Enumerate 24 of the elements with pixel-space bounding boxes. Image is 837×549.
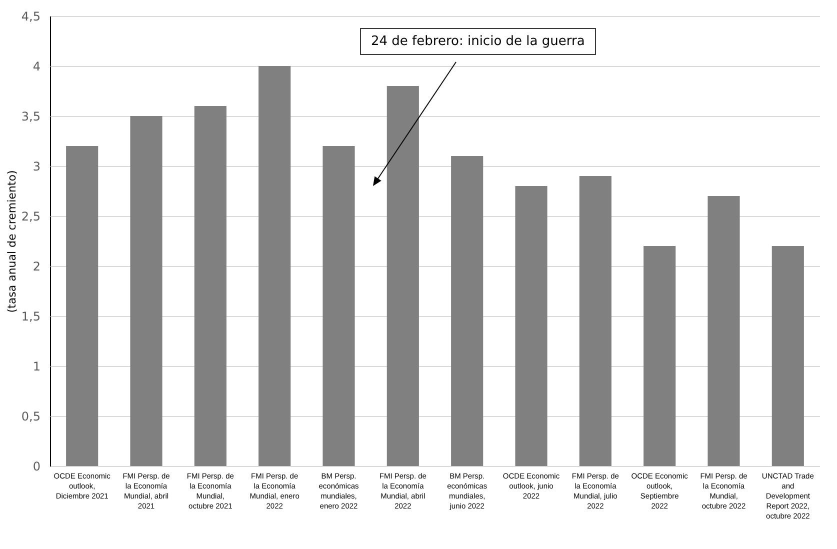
bar [644,246,676,466]
y-tick-label: 4,5 [21,10,40,24]
bar [772,246,804,466]
annotation: 24 de febrero: inicio de la guerra [360,28,596,55]
y-tick-label: 4 [32,60,40,74]
bar [515,186,548,466]
bar [386,86,419,466]
bar [579,176,612,466]
y-tick-label: 2,5 [21,210,40,224]
bar [708,196,740,466]
y-axis-title: (tasa anual de cremiento) [5,170,18,313]
bar [194,106,226,466]
y-tick-label: 3,5 [21,110,40,124]
y-tick-label: 3 [32,160,40,174]
bar [258,66,291,466]
bar [322,146,355,466]
y-tick-label: 0,5 [21,410,40,424]
y-tick-label: 1,5 [21,310,40,324]
y-tick-label: 1 [32,360,40,374]
bar [451,156,484,466]
bar [130,116,162,466]
bar [66,146,98,466]
y-tick-label: 2 [32,260,40,274]
y-tick-label: 0 [32,460,40,474]
